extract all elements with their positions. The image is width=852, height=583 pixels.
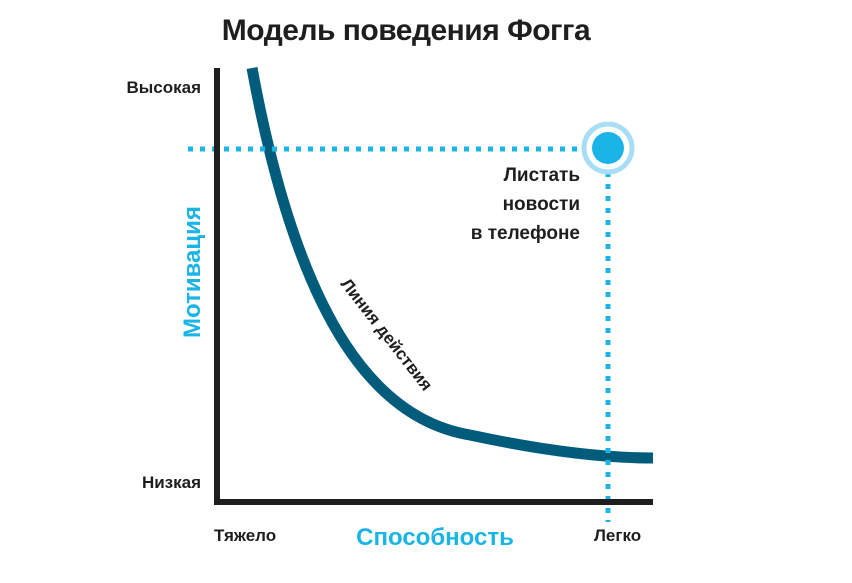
behavior-point-label-line: Листать bbox=[503, 165, 580, 186]
action-line-curve bbox=[246, 67, 654, 464]
x-axis-title: Способность bbox=[356, 524, 514, 551]
x-axis-right-label: Легко bbox=[594, 526, 642, 545]
y-axis-low-label: Низкая bbox=[141, 473, 201, 492]
action-line-label: Линия действия bbox=[337, 275, 436, 395]
behavior-point-label-line: в телефоне bbox=[470, 223, 580, 244]
behavior-point-label: Листать новости в телефоне bbox=[420, 161, 580, 248]
diagram-title: Модель поведения Фогга bbox=[221, 14, 591, 47]
behavior-point-marker bbox=[581, 121, 635, 175]
behavior-point-label-line: новости bbox=[502, 194, 580, 215]
x-axis-left-label: Тяжело bbox=[214, 526, 277, 545]
y-axis-high-label: Высокая bbox=[126, 78, 201, 97]
